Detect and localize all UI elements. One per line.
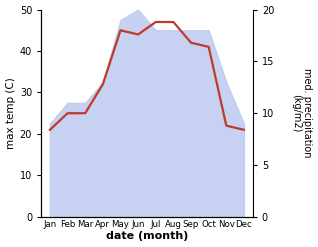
Y-axis label: max temp (C): max temp (C) — [5, 77, 16, 149]
Y-axis label: med. precipitation
(kg/m2): med. precipitation (kg/m2) — [291, 68, 313, 158]
X-axis label: date (month): date (month) — [106, 231, 188, 242]
